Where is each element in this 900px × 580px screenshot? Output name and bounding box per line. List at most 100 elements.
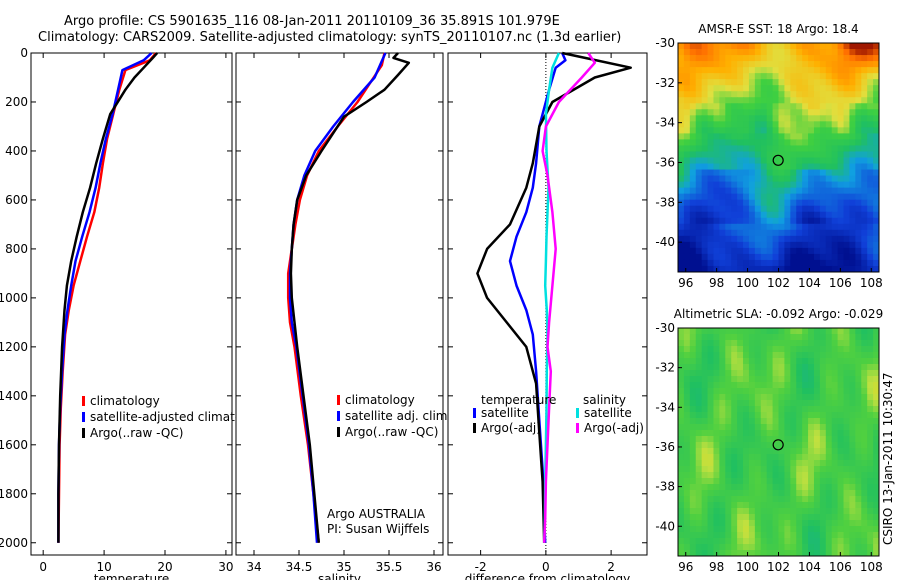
- heatmap-cell: [743, 49, 750, 56]
- heatmap-cell: [760, 424, 768, 431]
- heatmap-cell: [873, 364, 880, 371]
- heatmap-cell: [689, 472, 697, 479]
- heatmap-cell: [837, 514, 845, 521]
- heatmap-cell: [849, 400, 856, 407]
- heatmap-cell: [760, 418, 768, 425]
- heatmap-cell: [678, 376, 685, 383]
- heatmap-cell: [873, 538, 880, 545]
- heatmap-cell: [719, 496, 726, 503]
- heatmap-cell: [707, 247, 714, 255]
- heatmap-cell: [760, 217, 768, 225]
- heatmap-cell: [778, 550, 785, 557]
- heatmap-cell: [678, 430, 685, 437]
- heatmap-cell: [772, 241, 779, 249]
- heatmap-cell: [843, 388, 850, 395]
- heatmap-cell: [678, 169, 685, 177]
- heatmap-cell: [713, 436, 720, 443]
- heatmap-cell: [784, 49, 791, 56]
- heatmap-cell: [701, 442, 709, 449]
- heatmap-cell: [766, 424, 774, 431]
- heatmap-cell: [695, 217, 703, 225]
- heatmap-cell: [683, 400, 691, 407]
- heatmap-cell: [725, 340, 732, 347]
- heatmap-cell: [707, 181, 714, 189]
- heatmap-cell: [731, 43, 738, 50]
- legend-difference: temperature salinitysatelliteArgo(-adj)sa…: [473, 393, 644, 435]
- heatmap-cell: [855, 79, 862, 86]
- heatmap-cell: [772, 169, 779, 177]
- heatmap-cell: [754, 490, 762, 497]
- heatmap-cell: [784, 133, 791, 140]
- heatmap-cell: [790, 538, 797, 545]
- heatmap-cell: [819, 205, 827, 213]
- heatmap-cell: [743, 187, 750, 195]
- heatmap-cell: [772, 127, 779, 134]
- heatmap-cell: [819, 472, 827, 479]
- heatmap-cell: [701, 532, 709, 539]
- heatmap-cell: [707, 442, 714, 449]
- heatmap-cell: [766, 394, 774, 401]
- heatmap-cell: [772, 157, 779, 165]
- heatmap-cell: [683, 376, 691, 383]
- heatmap-cell: [719, 328, 726, 335]
- heatmap-cell: [837, 532, 845, 539]
- x-tick-label: -2: [475, 560, 487, 574]
- heatmap-cell: [849, 376, 856, 383]
- heatmap-cell: [819, 466, 827, 473]
- heatmap-cell: [873, 484, 880, 491]
- heatmap-cell: [748, 49, 756, 56]
- panel-sst: 96 98 100 102 104 106 108-30-32-34-36-38-40AMS…: [655, 22, 882, 290]
- heatmap-cell: [743, 418, 750, 425]
- heatmap-cell: [825, 538, 833, 545]
- heatmap-cell: [713, 526, 720, 533]
- heatmap-cell: [867, 259, 874, 267]
- heatmap-cell: [796, 544, 803, 551]
- heatmap-cell: [754, 253, 762, 261]
- heatmap-cell: [813, 187, 821, 195]
- heatmap-cell: [831, 205, 839, 213]
- heatmap-cell: [796, 358, 803, 365]
- legend-label: Argo(..raw -QC): [345, 425, 438, 439]
- heatmap-cell: [695, 67, 703, 74]
- heatmap-cell: [701, 85, 709, 92]
- heatmap-cell: [754, 163, 762, 171]
- heatmap-cell: [873, 544, 880, 551]
- heatmap-cell: [819, 139, 827, 146]
- heatmap-cell: [748, 520, 756, 527]
- heatmap-cell: [873, 145, 880, 152]
- heatmap-cell: [808, 400, 815, 407]
- heatmap-cell: [748, 43, 756, 50]
- heatmap-cell: [849, 115, 856, 122]
- heatmap-cell: [737, 181, 744, 189]
- heatmap-cell: [754, 532, 762, 539]
- heatmap-cell: [778, 109, 785, 116]
- heatmap-cell: [825, 235, 833, 243]
- heatmap-cell: [707, 328, 714, 335]
- heatmap-cell: [825, 193, 833, 201]
- heatmap-cell: [748, 424, 756, 431]
- heatmap-cell: [701, 328, 709, 335]
- heatmap-cell: [713, 400, 720, 407]
- heatmap-cell: [754, 430, 762, 437]
- heatmap-cell: [748, 61, 756, 68]
- heatmap-cell: [843, 151, 850, 158]
- heatmap-cell: [678, 241, 685, 249]
- heatmap-cell: [873, 508, 880, 515]
- heatmap-cell: [683, 91, 691, 98]
- heatmap-cell: [683, 478, 691, 485]
- heatmap-cell: [689, 181, 697, 189]
- heatmap-cell: [831, 49, 839, 56]
- heatmap-cell: [813, 382, 821, 389]
- heatmap-cell: [701, 460, 709, 467]
- heatmap-cell: [725, 163, 732, 171]
- heatmap-cell: [719, 526, 726, 533]
- heatmap-cell: [678, 478, 685, 485]
- heatmap-cell: [825, 544, 833, 551]
- heatmap-cell: [802, 145, 809, 152]
- heatmap-cell: [707, 484, 714, 491]
- heatmap-cell: [861, 364, 868, 371]
- heatmap-cell: [689, 442, 697, 449]
- heatmap-cell: [778, 43, 785, 50]
- heatmap-cell: [825, 85, 833, 92]
- heatmap-cell: [731, 436, 738, 443]
